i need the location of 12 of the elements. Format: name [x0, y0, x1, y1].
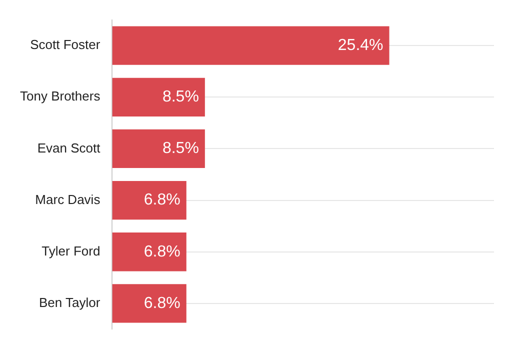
y-tick-label: Scott Foster: [30, 37, 101, 52]
y-tick-label: Tyler Ford: [42, 243, 100, 258]
data-label: 8.5%: [162, 88, 199, 106]
data-label: 6.8%: [144, 192, 180, 209]
data-label: 6.8%: [144, 294, 180, 312]
data-label: 25.4%: [338, 36, 384, 54]
y-tick-label: Tony Brothers: [20, 88, 101, 104]
data-label: 6.8%: [144, 243, 180, 260]
y-tick-label: Evan Scott: [37, 140, 101, 156]
data-label: 8.5%: [162, 140, 199, 158]
y-tick-label: Ben Taylor: [39, 294, 101, 310]
y-tick-label: Marc Davis: [35, 192, 101, 207]
